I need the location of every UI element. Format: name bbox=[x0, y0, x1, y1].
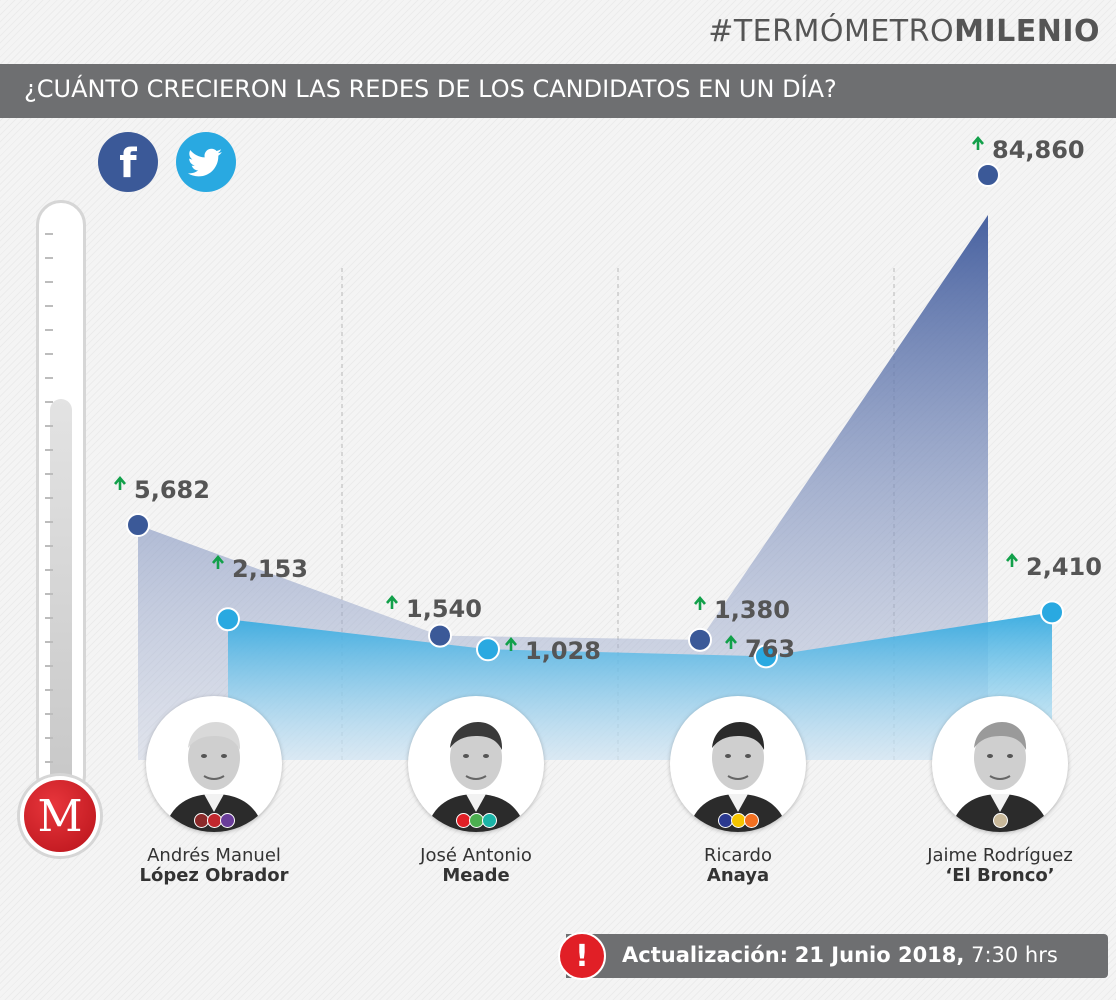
thermometer-tick bbox=[45, 593, 53, 595]
update-bar: ! Actualización: 21 Junio 2018, 7:30 hrs bbox=[558, 932, 1108, 980]
candidate-card: José Antonio Meade bbox=[396, 696, 556, 886]
thermometer-tick bbox=[45, 761, 53, 763]
candidate-last-name: Anaya bbox=[706, 865, 770, 886]
party-dots bbox=[408, 813, 544, 828]
candidate-photo bbox=[932, 696, 1068, 832]
candidate-photo bbox=[146, 696, 282, 832]
portrait-icon bbox=[164, 722, 264, 832]
up-arrow-icon bbox=[725, 634, 737, 649]
thermometer-tick bbox=[45, 665, 53, 667]
facebook-icon: f bbox=[98, 132, 158, 192]
svg-text:f: f bbox=[119, 141, 137, 187]
candidate-first-name: Ricardo bbox=[704, 845, 772, 866]
facebook-point bbox=[126, 513, 150, 537]
party-dots bbox=[932, 813, 1068, 828]
thermometer bbox=[36, 200, 86, 800]
thermometer-tick bbox=[45, 569, 53, 571]
title-banner: ¿CUÁNTO CRECIERON LAS REDES DE LOS CANDI… bbox=[0, 64, 1116, 118]
thermometer-tick bbox=[45, 329, 53, 331]
thermometer-tick bbox=[45, 377, 53, 379]
candidate-last-name: López Obrador bbox=[139, 865, 289, 886]
thermometer-tick bbox=[45, 353, 53, 355]
up-arrow-icon bbox=[386, 594, 398, 609]
up-arrow-icon bbox=[212, 554, 224, 569]
portrait-icon bbox=[950, 722, 1050, 832]
twitter-point bbox=[476, 637, 500, 662]
party-dot bbox=[219, 813, 235, 828]
facebook-point bbox=[688, 627, 712, 652]
candidate-card: Jaime Rodríguez ‘El Bronco’ bbox=[920, 696, 1080, 886]
candidate-first-name: José Antonio bbox=[420, 845, 532, 866]
thermometer-tick bbox=[45, 641, 53, 643]
portrait-icon bbox=[688, 722, 788, 832]
candidate-card: Andrés Manuel López Obrador bbox=[134, 696, 294, 886]
chart-title: ¿CUÁNTO CRECIERON LAS REDES DE LOS CANDI… bbox=[24, 75, 837, 103]
thermometer-tick bbox=[45, 257, 53, 259]
thermometer-tick bbox=[45, 737, 53, 739]
facebook-value-label: 1,540 bbox=[406, 595, 482, 623]
up-arrow-icon bbox=[694, 595, 706, 610]
portrait-icon bbox=[426, 722, 526, 832]
thermometer-tick bbox=[45, 689, 53, 691]
twitter-value-label: 2,410 bbox=[1026, 553, 1102, 581]
up-arrow-icon bbox=[1006, 552, 1018, 567]
party-dot bbox=[481, 813, 497, 828]
facebook-value-label: 84,860 bbox=[992, 136, 1085, 164]
hashtag-title: #TERMÓMETROMILENIO bbox=[708, 14, 1100, 49]
thermometer-tick bbox=[45, 521, 53, 523]
thermometer-tick bbox=[45, 545, 53, 547]
facebook-value-label: 5,682 bbox=[134, 476, 210, 504]
thermometer-tick bbox=[45, 713, 53, 715]
facebook-point bbox=[428, 623, 452, 648]
party-dot bbox=[992, 813, 1008, 828]
thermometer-tick bbox=[45, 281, 53, 283]
up-arrow-icon bbox=[505, 636, 517, 651]
update-text: Actualización: 21 Junio 2018, 7:30 hrs bbox=[622, 943, 1058, 967]
twitter-value-label: 2,153 bbox=[232, 555, 308, 583]
candidate-first-name: Andrés Manuel bbox=[147, 845, 281, 866]
twitter-value-label: 1,028 bbox=[525, 637, 601, 665]
candidate-last-name: ‘El Bronco’ bbox=[945, 865, 1055, 886]
candidate-first-name: Jaime Rodríguez bbox=[927, 845, 1073, 866]
up-arrow-icon bbox=[972, 135, 984, 150]
thermometer-tick bbox=[45, 617, 53, 619]
candidate-last-name: Meade bbox=[442, 865, 510, 886]
thermometer-tick bbox=[45, 449, 53, 451]
twitter-point bbox=[1040, 600, 1064, 625]
facebook-area bbox=[138, 215, 988, 760]
twitter-point bbox=[216, 607, 240, 632]
thermometer-tick bbox=[45, 401, 53, 403]
party-dots bbox=[146, 813, 282, 828]
party-dot bbox=[743, 813, 759, 828]
party-dots bbox=[670, 813, 806, 828]
alert-icon: ! bbox=[558, 932, 606, 980]
thermometer-tick bbox=[45, 425, 53, 427]
candidate-card: Ricardo Anaya bbox=[658, 696, 818, 886]
facebook-point bbox=[976, 163, 1000, 187]
milenio-logo: M bbox=[20, 776, 100, 856]
twitter-icon bbox=[176, 132, 236, 192]
candidate-photo bbox=[670, 696, 806, 832]
facebook-value-label: 1,380 bbox=[714, 596, 790, 624]
candidate-photo bbox=[408, 696, 544, 832]
thermometer-tick bbox=[45, 233, 53, 235]
twitter-value-label: 763 bbox=[745, 635, 795, 663]
up-arrow-icon bbox=[114, 475, 126, 490]
thermometer-tick bbox=[45, 497, 53, 499]
thermometer-fill bbox=[50, 399, 72, 799]
twitter-point bbox=[754, 644, 778, 669]
thermometer-tick bbox=[45, 473, 53, 475]
thermometer-tick bbox=[45, 305, 53, 307]
